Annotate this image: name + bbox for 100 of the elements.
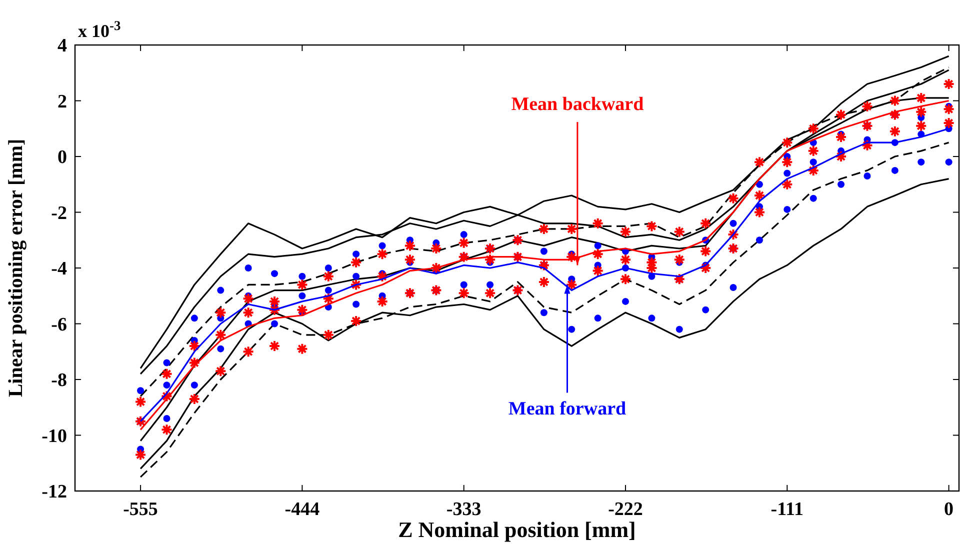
point — [594, 242, 602, 250]
point — [217, 286, 224, 294]
point — [888, 125, 901, 138]
x-tick-label: -555 — [123, 499, 158, 520]
point — [324, 286, 332, 294]
point — [214, 365, 227, 378]
x-tick-label: -444 — [284, 499, 320, 520]
y-tick-label: -12 — [42, 482, 67, 503]
point — [352, 300, 360, 308]
point — [730, 284, 737, 292]
point — [592, 217, 604, 230]
point — [430, 262, 442, 274]
point — [430, 284, 442, 296]
point — [163, 359, 170, 366]
point — [322, 328, 334, 341]
point — [486, 281, 494, 288]
point — [673, 254, 686, 266]
point — [352, 272, 360, 280]
point — [700, 217, 712, 230]
point — [188, 356, 200, 369]
point — [296, 342, 308, 355]
annotation: Mean forward — [508, 398, 627, 420]
point — [784, 170, 791, 177]
point — [838, 180, 845, 188]
point — [484, 242, 496, 254]
point — [861, 120, 874, 132]
point — [781, 178, 794, 190]
point — [160, 368, 173, 380]
point — [404, 287, 416, 300]
point — [807, 144, 820, 157]
point — [378, 242, 386, 250]
y-tick-label: 4 — [58, 36, 68, 57]
point — [376, 270, 388, 282]
point — [214, 328, 227, 341]
y-tick-label: -4 — [51, 258, 68, 280]
point — [861, 100, 874, 112]
point — [460, 281, 468, 288]
point — [676, 326, 683, 333]
point — [622, 298, 629, 305]
point — [134, 448, 147, 461]
point — [592, 264, 604, 277]
point — [942, 117, 955, 130]
point — [190, 382, 198, 389]
point — [188, 340, 200, 352]
point — [888, 94, 901, 107]
point — [458, 236, 470, 249]
point — [891, 166, 898, 174]
point — [376, 248, 388, 260]
y-tick-label: -2 — [51, 202, 67, 224]
point — [753, 156, 766, 168]
point — [727, 242, 740, 254]
point — [864, 172, 871, 180]
point — [835, 150, 848, 162]
point — [324, 264, 332, 272]
point — [540, 248, 548, 255]
point — [540, 309, 548, 316]
point — [781, 136, 794, 149]
point — [430, 242, 442, 254]
point — [915, 120, 928, 132]
point — [568, 326, 576, 333]
point — [460, 231, 468, 238]
point — [727, 192, 740, 204]
point — [512, 234, 524, 246]
point — [458, 287, 470, 300]
y-tick-label: 2 — [58, 91, 67, 112]
point — [700, 245, 712, 258]
point — [271, 320, 278, 328]
point — [458, 250, 470, 263]
point — [404, 240, 416, 252]
point — [700, 262, 712, 274]
point — [807, 164, 820, 176]
point — [268, 340, 281, 352]
point — [512, 284, 524, 296]
point — [242, 346, 254, 358]
point — [784, 206, 791, 213]
point — [512, 250, 524, 263]
point — [915, 106, 928, 118]
point — [298, 272, 306, 280]
point — [214, 306, 227, 319]
point — [756, 236, 763, 244]
point — [538, 222, 550, 235]
point — [810, 194, 817, 202]
point — [188, 393, 200, 406]
x-tick-label: 0 — [944, 499, 954, 520]
point — [163, 382, 170, 389]
point — [352, 250, 360, 258]
point — [835, 108, 848, 121]
point — [350, 314, 362, 327]
point — [350, 278, 362, 291]
point — [727, 228, 740, 241]
point — [484, 254, 496, 266]
point — [566, 250, 578, 263]
point — [620, 273, 632, 286]
point — [620, 226, 632, 238]
point — [271, 270, 278, 278]
point — [730, 220, 737, 227]
point — [160, 390, 173, 402]
point — [673, 226, 686, 238]
point — [646, 220, 658, 232]
point — [592, 248, 604, 260]
